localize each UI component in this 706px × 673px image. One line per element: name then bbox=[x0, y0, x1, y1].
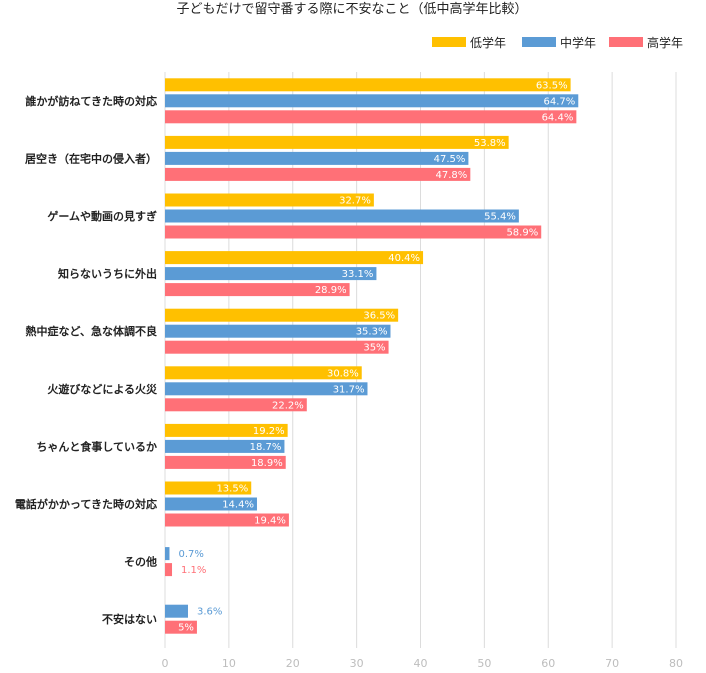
x-tick-label: 30 bbox=[350, 657, 364, 670]
bar bbox=[165, 423, 288, 437]
legend-label: 中学年 bbox=[560, 35, 596, 50]
data-label: 36.5% bbox=[363, 311, 395, 322]
bar bbox=[165, 481, 252, 495]
x-tick-label: 50 bbox=[477, 657, 491, 670]
data-label: 35% bbox=[363, 343, 385, 354]
bar bbox=[165, 308, 399, 322]
x-tick-label: 60 bbox=[541, 657, 555, 670]
bar bbox=[165, 167, 471, 181]
category-label: 電話がかかってきた時の対応 bbox=[15, 497, 157, 511]
data-label: 63.5% bbox=[536, 80, 568, 91]
x-tick-label: 20 bbox=[286, 657, 300, 670]
legend-swatch bbox=[432, 37, 466, 47]
x-tick-label: 80 bbox=[669, 657, 683, 670]
category-label: 居空き（在宅中の侵入者） bbox=[25, 151, 157, 165]
data-label: 18.9% bbox=[251, 458, 283, 469]
legend-swatch bbox=[522, 37, 556, 47]
data-label: 19.4% bbox=[254, 516, 286, 527]
category-label: 知らないうちに外出 bbox=[57, 267, 157, 281]
legend-label: 高学年 bbox=[647, 35, 683, 50]
legend-label: 低学年 bbox=[470, 35, 506, 50]
data-label: 19.2% bbox=[253, 426, 285, 437]
bar bbox=[165, 340, 389, 354]
data-label: 58.9% bbox=[506, 228, 538, 239]
data-label: 13.5% bbox=[216, 484, 248, 495]
x-tick-label: 40 bbox=[414, 657, 428, 670]
data-label: 33.1% bbox=[342, 269, 374, 280]
category-label: 熱中症など、急な体調不良 bbox=[26, 324, 157, 338]
data-label: 64.7% bbox=[543, 96, 575, 107]
category-label: その他 bbox=[124, 555, 157, 569]
bar bbox=[165, 135, 509, 149]
bar bbox=[165, 513, 289, 527]
data-label: 47.8% bbox=[436, 170, 468, 181]
data-label: 5% bbox=[178, 623, 194, 634]
legend-swatch bbox=[609, 37, 643, 47]
chart-title: 子どもだけで留守番する際に不安なこと（低中高学年比較） bbox=[176, 1, 527, 17]
bar bbox=[165, 110, 577, 124]
data-label: 32.7% bbox=[339, 196, 371, 207]
data-label: 35.3% bbox=[356, 327, 388, 338]
data-label: 0.7% bbox=[178, 549, 203, 560]
bar bbox=[165, 225, 542, 239]
data-label: 1.1% bbox=[181, 565, 206, 576]
category-label: 誰かが訪ねてきた時の対応 bbox=[25, 94, 157, 108]
bar bbox=[165, 94, 579, 108]
bar bbox=[165, 324, 391, 338]
bar bbox=[165, 439, 285, 453]
category-label: ちゃんと食事しているか bbox=[36, 439, 157, 453]
bar bbox=[165, 620, 197, 634]
data-label: 55.4% bbox=[484, 212, 516, 223]
legend: 低学年 中学年 高学年 bbox=[432, 35, 683, 50]
data-label: 53.8% bbox=[474, 138, 506, 149]
bar bbox=[165, 497, 257, 511]
bar bbox=[165, 78, 571, 92]
bar bbox=[165, 547, 170, 561]
bar bbox=[165, 267, 377, 281]
data-label: 30.8% bbox=[327, 368, 359, 379]
bar bbox=[165, 151, 469, 165]
data-label: 18.7% bbox=[250, 442, 282, 453]
bar bbox=[165, 604, 188, 618]
data-label: 47.5% bbox=[434, 154, 466, 165]
bar bbox=[165, 251, 424, 265]
x-tick-label: 10 bbox=[222, 657, 236, 670]
bar bbox=[165, 283, 350, 297]
data-label: 14.4% bbox=[222, 500, 254, 511]
bar bbox=[165, 398, 307, 412]
category-label: 不安はない bbox=[102, 612, 157, 626]
data-label: 64.4% bbox=[542, 112, 574, 123]
data-label: 22.2% bbox=[272, 400, 304, 411]
bar bbox=[165, 563, 173, 577]
category-label: ゲームや動画の見すぎ bbox=[47, 209, 157, 223]
data-label: 28.9% bbox=[315, 285, 347, 296]
data-label: 3.6% bbox=[197, 607, 222, 618]
x-tick-label: 0 bbox=[162, 657, 169, 670]
category-label: 火遊びなどによる火災 bbox=[47, 382, 158, 396]
bar bbox=[165, 366, 362, 380]
data-label: 31.7% bbox=[333, 384, 365, 395]
bar bbox=[165, 209, 519, 223]
data-label: 40.4% bbox=[388, 253, 420, 264]
x-tick-labels: 0 10 20 30 40 50 60 70 80 bbox=[162, 657, 684, 670]
bar bbox=[165, 455, 286, 469]
bar bbox=[165, 382, 368, 396]
bars: 63.5% 64.7% 64.4% 53.8% 47.5% 47.8% 32.7% 55.4%… bbox=[165, 78, 579, 634]
x-tick-label: 70 bbox=[605, 657, 619, 670]
bar bbox=[165, 193, 374, 207]
